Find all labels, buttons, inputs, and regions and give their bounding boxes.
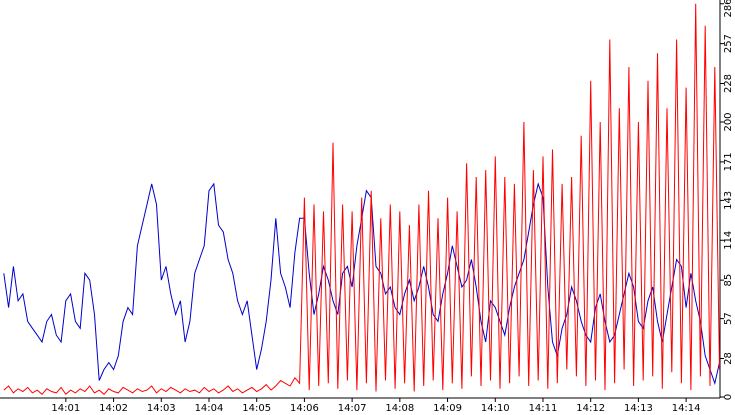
x-tick-label: 14:12 (576, 403, 605, 414)
y-tick-label: 143 (723, 191, 734, 210)
x-tick-label: 14:11 (529, 403, 558, 414)
y-tick-label: 257 (723, 34, 734, 53)
y-tick-label: 28 (723, 352, 734, 365)
x-tick-label: 14:01 (51, 403, 80, 414)
x-tick-label: 14:13 (624, 403, 653, 414)
x-tick-label: 14:07 (338, 403, 367, 414)
x-tick-label: 14:09 (433, 403, 462, 414)
x-tick-label: 14:05 (242, 403, 271, 414)
y-tick-label: 171 (723, 152, 734, 171)
y-tick-label: 200 (723, 112, 734, 131)
y-tick-label: 286 (723, 0, 734, 18)
x-tick-label: 14:10 (481, 403, 510, 414)
y-tick-label: 0 (723, 394, 734, 400)
x-tick-label: 14:14 (672, 403, 701, 414)
data-line (3, 182, 720, 386)
x-tick-label: 14:04 (195, 403, 224, 414)
x-tick-label: 14:02 (99, 403, 128, 414)
data-line (3, 3, 720, 396)
y-tick-label: 228 (723, 74, 734, 93)
y-tick-label: 114 (723, 231, 734, 250)
x-tick-label: 14:08 (385, 403, 414, 414)
y-tick-label: 85 (723, 274, 734, 287)
y-tick-label: 57 (723, 312, 734, 325)
x-tick-label: 14:06 (290, 403, 319, 414)
x-tick-label: 14:03 (147, 403, 176, 414)
